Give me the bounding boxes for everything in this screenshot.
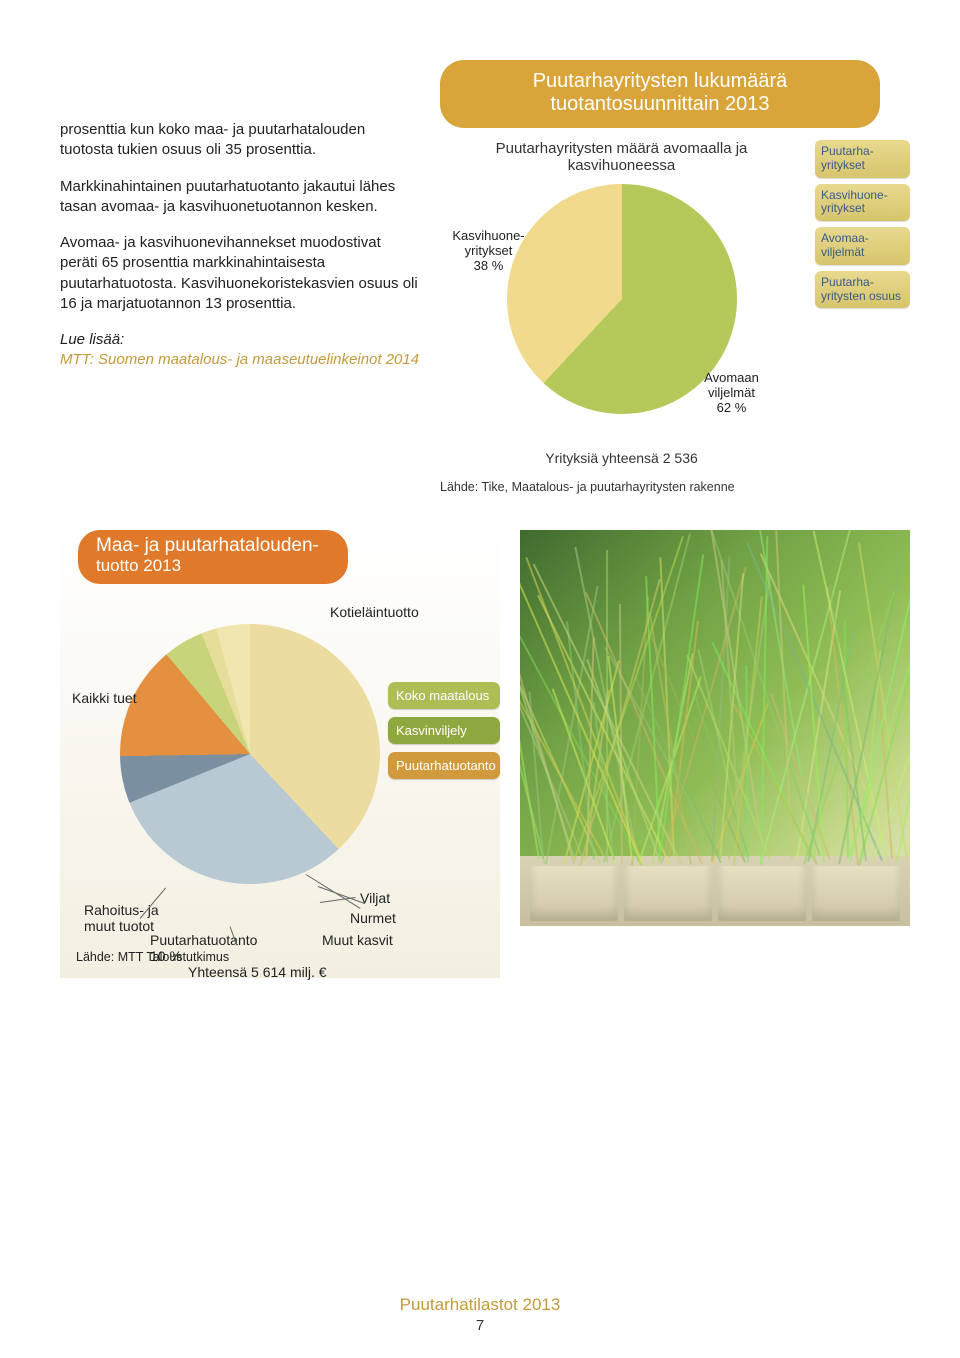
tab-puutarhatuotanto[interactable]: Puutarhatuotanto	[388, 752, 500, 779]
chart1-source: Lähde: Tike, Maatalous- ja puutarhayrity…	[440, 480, 803, 494]
pot	[812, 866, 900, 921]
chart1-title-banner: Puutarhayritysten lukumäärä tuotantosuun…	[440, 60, 880, 128]
tab-puutarhayritysten-osuus[interactable]: Puutarha-yritysten osuus	[815, 271, 910, 309]
chart-companies-by-production: Puutarhayritysten lukumäärä tuotantosuun…	[440, 60, 910, 494]
chart2-side-tabs: Koko maatalous Kasvinviljely Puutarhatuo…	[388, 682, 500, 779]
label-yhteensa: Yhteensä 5 614 milj. €	[188, 964, 327, 980]
tab-koko-maatalous[interactable]: Koko maatalous	[388, 682, 500, 709]
paragraph-3: Avomaa- ja kasvihuonevihannekset muodost…	[60, 233, 420, 314]
tab-avomaaviljelmat[interactable]: Avomaa-viljelmät	[815, 227, 910, 265]
chart2-source: Lähde: MTT Taloustutkimus	[76, 950, 500, 964]
tab-puutarhayritykset[interactable]: Puutarha-yritykset	[815, 140, 910, 178]
label-muut-kasvit: Muut kasvit	[322, 932, 393, 948]
page-footer: Puutarhatilastot 2013 7	[0, 1295, 960, 1334]
slice-label-greenhouse: Kasvihuone-yritykset38 %	[444, 229, 534, 274]
paragraph-2: Markkinahintainen puutarhatuotanto jakau…	[60, 177, 420, 218]
pot	[624, 866, 712, 921]
label-nurmet: Nurmet	[350, 910, 396, 926]
footer-title: Puutarhatilastot 2013	[0, 1295, 960, 1315]
pot	[530, 866, 618, 921]
label-puutarhatuotanto: Puutarhatuotanto10 %	[150, 932, 257, 964]
decorative-photo-grass	[520, 530, 910, 926]
page-number: 7	[0, 1317, 960, 1334]
pot	[718, 866, 806, 921]
read-more: Lue lisää: MTT: Suomen maatalous- ja maa…	[60, 330, 420, 371]
chart1-total: Yrityksiä yhteensä 2 536	[440, 450, 803, 466]
label-kaikki-tuet: Kaikki tuet	[72, 690, 137, 706]
tab-kasvihuoneyritykset[interactable]: Kasvihuone-yritykset	[815, 184, 910, 222]
body-text-column: prosenttia kun koko maa- ja puutarhatalo…	[60, 60, 420, 494]
chart1-side-tabs: Puutarha-yritykset Kasvihuone-yritykset …	[815, 140, 910, 494]
chart1-subhead: Puutarhayritysten määrä avomaalla ja kas…	[440, 140, 803, 174]
read-more-link[interactable]: MTT: Suomen maatalous- ja maaseutuelinke…	[60, 351, 419, 368]
tab-kasvinviljely[interactable]: Kasvinviljely	[388, 717, 500, 744]
slice-label-openfield: Avomaanviljelmät62 %	[692, 371, 772, 416]
chart2-title-banner: Maa- ja puutarhatalouden- tuotto 2013	[78, 530, 348, 584]
chart-agri-horti-output: Maa- ja puutarhatalouden- tuotto 2013 Ko…	[60, 530, 500, 978]
leader-line	[306, 874, 361, 909]
pie-chart-2	[120, 624, 380, 884]
paragraph-1: prosenttia kun koko maa- ja puutarhatalo…	[60, 120, 420, 161]
label-kotielaintuotto: Kotieläintuotto	[330, 604, 419, 620]
label-rahoitus: Rahoitus- jamuut tuotot	[84, 902, 174, 934]
